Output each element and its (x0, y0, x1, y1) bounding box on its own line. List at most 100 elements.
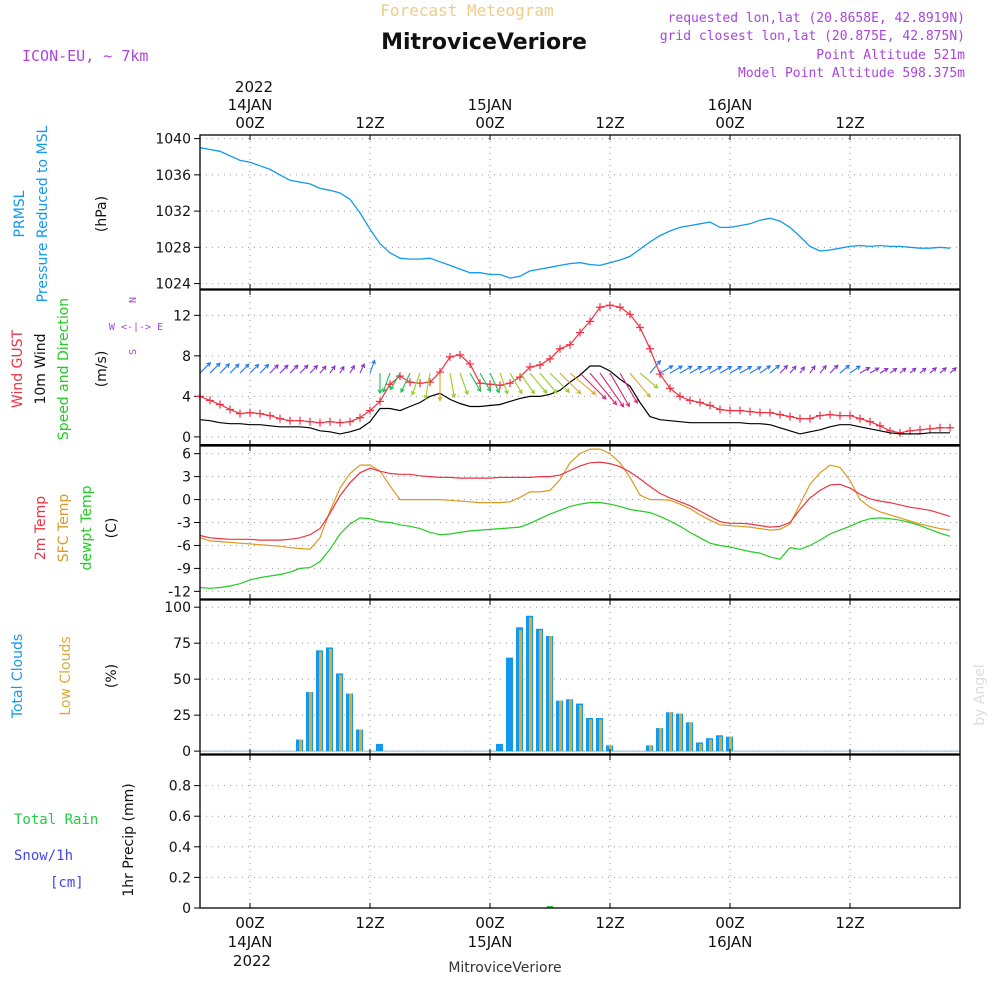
wind-direction-arrow (529, 372, 548, 394)
wind-direction-arrow (799, 365, 805, 374)
temperature-ytick-label-6: -12 (168, 584, 191, 600)
wind-direction-arrow (819, 364, 827, 374)
pressure-unit: (hPa) (94, 196, 110, 232)
wind-gust-marker (656, 370, 664, 379)
total-clouds-bar (506, 657, 513, 752)
wind-gust-marker (766, 408, 774, 417)
wind-gust-marker (796, 414, 804, 423)
clouds-ytick-label-2: 50 (173, 672, 191, 688)
wind-gust-marker (506, 379, 514, 388)
wind-direction-arrow (437, 373, 443, 402)
wind-direction-label: Speed and Direction (56, 298, 72, 440)
wind-direction-arrow (249, 363, 260, 374)
low-clouds-bar (569, 699, 572, 752)
bottom-tick-label-3: 12Z (595, 914, 624, 932)
low-clouds-bar (529, 617, 532, 752)
temperature-ytick-label-1: 3 (182, 470, 191, 486)
wind-gust-marker (566, 340, 574, 349)
wind-direction-arrow (410, 372, 421, 396)
wind-direction-arrow (949, 367, 957, 374)
total-clouds-bar (496, 743, 503, 752)
wind-gust-marker (576, 328, 584, 337)
wind-direction-arrow (339, 365, 345, 374)
wind-gust-marker (456, 350, 464, 359)
wind-direction-arrow (369, 359, 376, 374)
precip-ytick-label-1: 0.2 (169, 870, 191, 886)
top-year-label: 2022 (235, 78, 273, 96)
wind-direction-arrow (459, 372, 469, 396)
bottom-tick-label-4: 00Z (715, 914, 744, 932)
low-clouds-bar (719, 736, 722, 752)
wind-direction-arrow (382, 372, 391, 393)
wind-gust-marker (536, 360, 544, 369)
low-clouds-bar (539, 630, 542, 752)
wind-gust-marker (596, 303, 604, 312)
top-day-label-0: 14JAN (228, 96, 273, 114)
bottom-tick-label-1: 12Z (355, 914, 384, 932)
top-tick-label-1: 12Z (355, 114, 384, 132)
wind-direction-arrow (849, 365, 861, 374)
wind-gust-marker (646, 344, 654, 353)
wind-gust-marker (926, 424, 934, 433)
wind-gust-marker (936, 423, 944, 432)
wind-direction-arrow (423, 373, 431, 400)
wind-gust-marker (666, 384, 674, 393)
wind-gust-line (199, 304, 950, 434)
wind-gust-marker (676, 392, 684, 401)
wind-direction-arrow (509, 372, 523, 395)
precip-unit: 1hr Precip (mm) (121, 783, 137, 896)
wind-direction-arrow (759, 365, 772, 374)
low-clouds-bar (359, 729, 362, 752)
wind-gust-marker (636, 323, 644, 332)
wind-unit: (m/s) (94, 351, 110, 388)
pressure-ytick-label-2: 1032 (155, 204, 191, 220)
wind-direction-arrow (199, 361, 212, 374)
wind-gust-marker (856, 414, 864, 423)
wind-direction-arrow (469, 372, 482, 393)
wind-gust-marker (266, 411, 274, 420)
low-clouds-bar (319, 651, 322, 752)
low-clouds-bar (589, 719, 592, 752)
wind-gust-marker (946, 423, 954, 432)
footer-location: MitroviceVeriore (448, 960, 561, 976)
wind-gust-marker (236, 409, 244, 418)
wind-gust-marker (606, 301, 614, 310)
credit-watermark: by Angel (972, 664, 988, 725)
low-clouds-bar (579, 705, 582, 752)
wind-direction-arrow (279, 364, 289, 374)
wind-direction-arrow (219, 363, 231, 374)
low-clouds-bar (519, 630, 522, 752)
precip-panel: 0 0.2 0.4 0.6 0.8 (169, 754, 961, 917)
wind-10m-label: 10m Wind (33, 333, 49, 404)
temperature-ytick-label-5: -9 (177, 561, 191, 577)
temperature-ytick-label-3: -3 (177, 516, 191, 532)
clouds-ytick-label-3: 75 (173, 636, 191, 652)
wind-gust-marker (736, 406, 744, 415)
wind-ytick-label-1: 4 (182, 389, 191, 405)
low-clouds-bar (699, 743, 702, 752)
low-clouds-bar (549, 636, 552, 752)
wind-direction-arrow (449, 373, 457, 399)
wind-direction-arrow (389, 372, 401, 391)
wind-direction-arrow (809, 365, 816, 374)
model-label: ICON-EU, ~ 7km (22, 47, 148, 65)
top-tick-label-3: 12Z (595, 114, 624, 132)
wind-direction-arrow (739, 366, 753, 374)
wind-ytick-label-2: 8 (182, 349, 191, 365)
wind-direction-arrow (669, 365, 684, 374)
pressure-panel: 1024 1028 1032 1036 1040 (155, 132, 961, 293)
low-clouds-bar (669, 712, 672, 752)
wind-direction-arrow (939, 367, 947, 374)
precip-ytick-label-3: 0.6 (169, 809, 191, 825)
top-tick-label-0: 00Z (235, 114, 264, 132)
point-altitude: Point Altitude 521m (816, 48, 965, 63)
wind-direction-arrow (769, 364, 781, 374)
wind-direction-arrow (329, 365, 336, 374)
wind-gust-marker (616, 303, 624, 312)
wind-gust-marker (756, 408, 764, 417)
wind-direction-arrow (729, 366, 743, 374)
wind-direction-arrow (569, 372, 597, 396)
bottom-day-label-1: 15JAN (468, 933, 513, 951)
top-time-axis: 00Z 12Z 00Z 12Z 00Z 12Z 14JAN 15JAN 16JAN (228, 96, 865, 132)
